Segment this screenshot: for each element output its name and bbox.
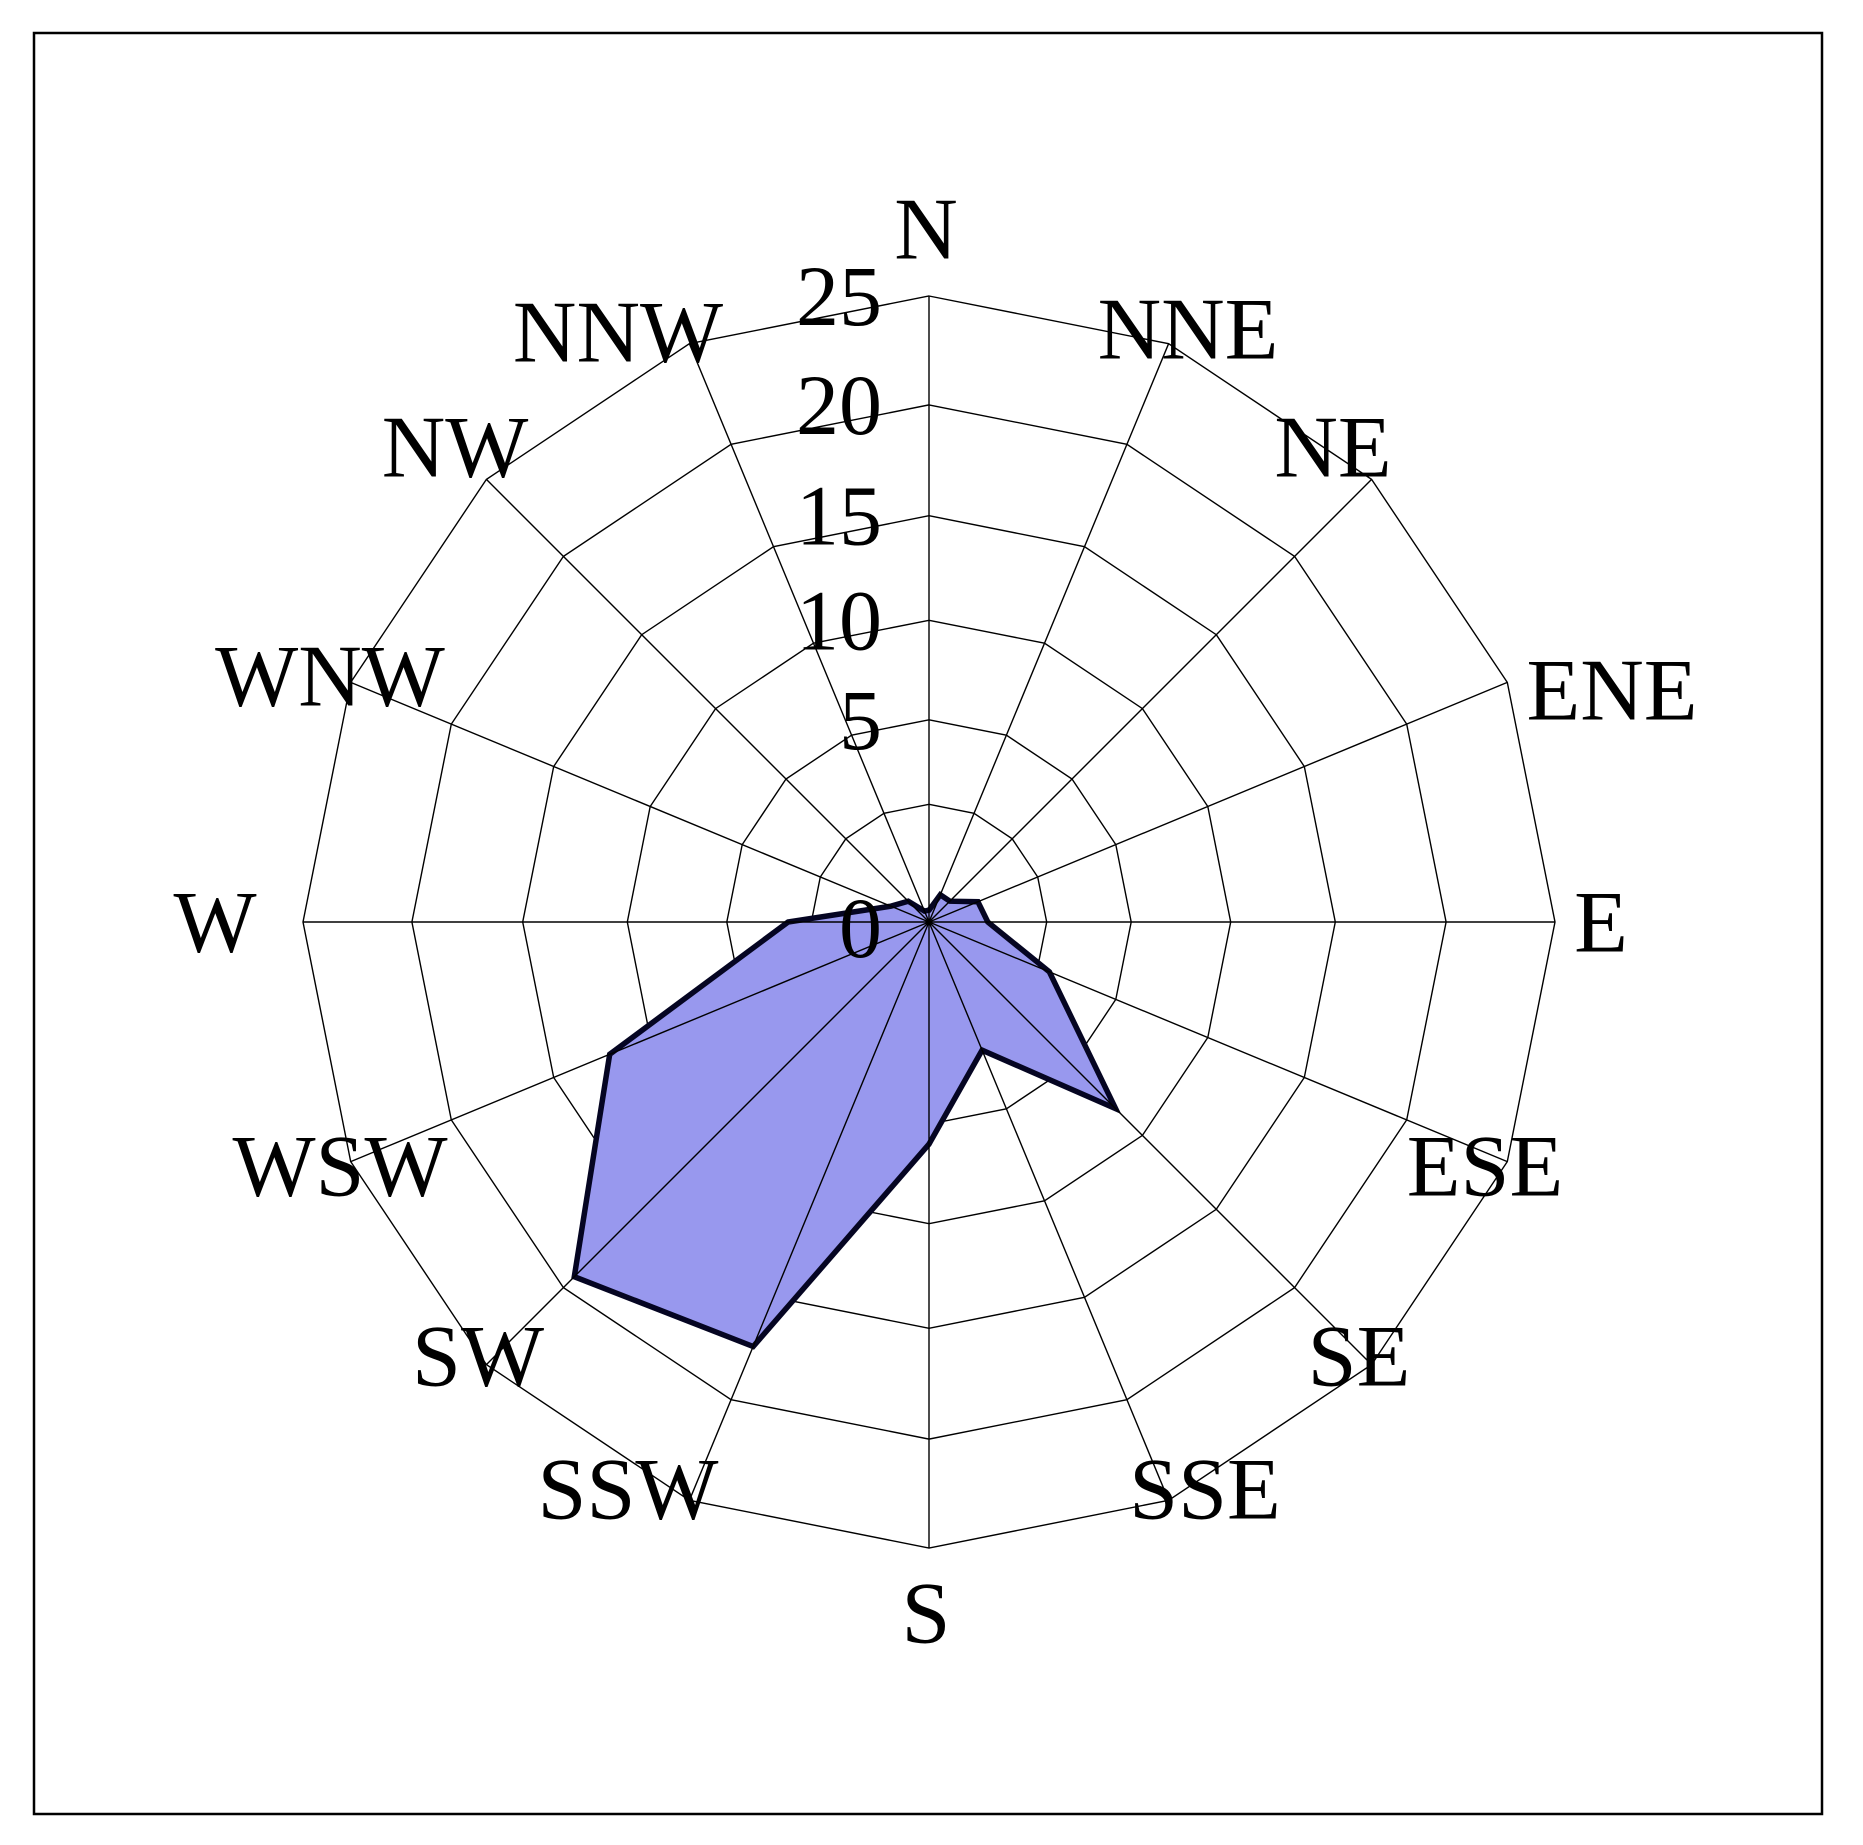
grid-radial-ESE <box>928 921 1508 1163</box>
grid-radial-NNE <box>928 343 1170 923</box>
grid-radial-NNW <box>688 343 930 923</box>
direction-label-N: N <box>894 182 958 279</box>
grid-radial-SE <box>928 921 1373 1366</box>
radial-tick-label-25: 25 <box>796 248 882 344</box>
grid-radial-NE <box>928 478 1373 923</box>
grid-radial-WSW <box>350 921 930 1163</box>
direction-label-E: E <box>1574 875 1628 972</box>
direction-label-ENE: ENE <box>1526 643 1697 740</box>
grid-radial-SW <box>485 921 930 1366</box>
direction-label-SSE: SSE <box>1129 1442 1281 1539</box>
direction-label-SE: SE <box>1308 1309 1411 1406</box>
polar-grid-spokes <box>303 296 1555 1548</box>
radial-tick-label-15: 15 <box>796 468 882 564</box>
radial-tick-label-5: 5 <box>839 672 882 768</box>
direction-label-NNW: NNW <box>513 285 723 382</box>
direction-label-SW: SW <box>412 1309 544 1406</box>
direction-label-NW: NW <box>382 400 529 497</box>
direction-label-ESE: ESE <box>1407 1119 1563 1216</box>
direction-label-SSW: SSW <box>538 1442 719 1539</box>
direction-label-NE: NE <box>1274 400 1391 497</box>
direction-label-WSW: WSW <box>232 1119 447 1216</box>
radial-tick-label-20: 20 <box>796 357 882 453</box>
grid-radial-ENE <box>928 681 1508 923</box>
grid-radial-NW <box>485 478 930 923</box>
grid-radial-SSW <box>688 921 930 1501</box>
grid-radial-SSE <box>928 921 1170 1501</box>
direction-label-S: S <box>902 1566 951 1663</box>
grid-radial-WNW <box>350 681 930 923</box>
direction-label-W: W <box>173 875 256 972</box>
direction-label-WNW: WNW <box>215 629 445 726</box>
radial-tick-label-0: 0 <box>839 880 882 976</box>
radial-tick-label-10: 10 <box>796 572 882 668</box>
direction-label-NNE: NNE <box>1098 282 1279 379</box>
